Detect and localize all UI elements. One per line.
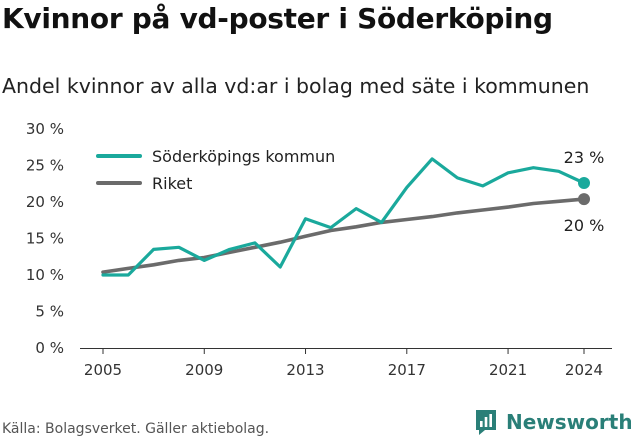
source-note: Källa: Bolagsverket. Gäller aktiebolag. (2, 421, 270, 437)
series-line (101, 197, 586, 274)
chart-title: Kvinnor på vd-poster i Söderköping (2, 2, 553, 35)
series-end-point (578, 193, 590, 206)
brand-logo: Newsworthy (474, 407, 631, 437)
y-tick-label: 5 % (35, 303, 64, 321)
legend-label: Söderköpings kommun (152, 147, 335, 166)
y-tick-label: 20 % (26, 193, 64, 211)
x-tick-label: 2005 (84, 361, 122, 379)
y-tick-label: 30 % (26, 120, 64, 138)
newsworthy-logo-icon (476, 410, 496, 435)
series-line (101, 157, 586, 277)
y-tick-label: 10 % (26, 266, 64, 284)
x-tick-label: 2017 (388, 361, 426, 379)
series-end-label: 20 % (564, 216, 605, 235)
x-tick-label: 2024 (565, 361, 603, 379)
series-end-label: 23 % (564, 148, 605, 167)
x-tick-label: 2021 (489, 361, 527, 379)
legend-label: Riket (152, 174, 192, 193)
brand-name: Newsworthy (506, 410, 631, 434)
series-end-point (578, 177, 590, 190)
y-tick-label: 25 % (26, 157, 64, 175)
chart-subtitle: Andel kvinnor av alla vd:ar i bolag med … (2, 74, 590, 98)
x-tick-label: 2009 (185, 361, 223, 379)
y-tick-label: 15 % (26, 230, 64, 248)
y-tick-label: 0 % (35, 339, 64, 357)
x-tick-label: 2013 (286, 361, 324, 379)
